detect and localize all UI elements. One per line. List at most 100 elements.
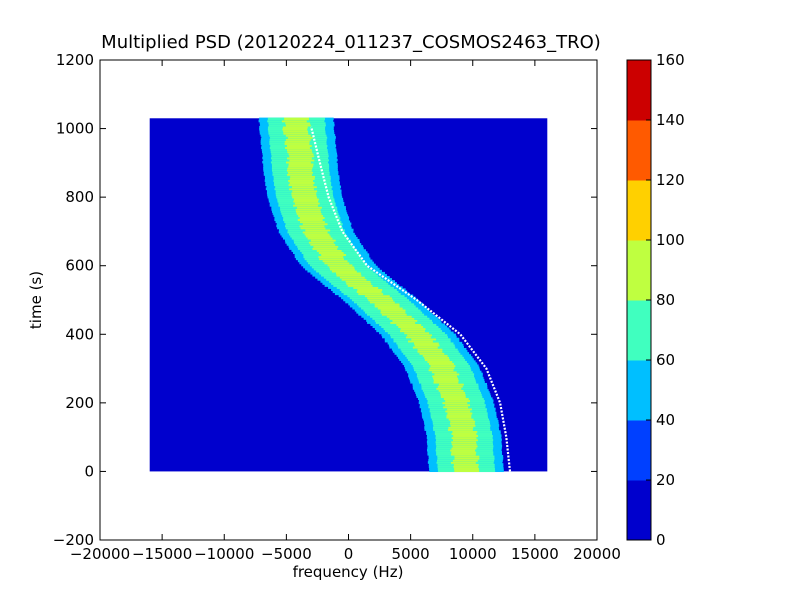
heatmap-band-cell [447, 428, 473, 431]
colorbar-segment [627, 420, 651, 481]
y-axis: −200 0 200 400 600 800 1000 1200 [53, 51, 597, 549]
heatmap-band-cell [449, 422, 475, 425]
x-tick-label: 15000 [511, 545, 559, 563]
heatmap-band-cell [445, 403, 471, 407]
heatmap-band-cell [284, 140, 310, 143]
heatmap-band-cell [308, 241, 334, 244]
heatmap-band-cell [381, 313, 407, 316]
heatmap-band-cell [438, 382, 464, 386]
heatmap-band-cell [296, 212, 322, 215]
heatmap-band-cell [299, 224, 325, 228]
colorbar-tick-label: 100 [656, 231, 685, 249]
heatmap-band-cell [287, 136, 313, 139]
heatmap-band-cell [300, 220, 325, 224]
heatmap-band-cell [452, 444, 478, 448]
heatmap-band-cell [335, 271, 361, 275]
heatmap-band-cell [452, 459, 478, 462]
chart-title: Multiplied PSD (20120224_011237_COSMOS24… [101, 32, 601, 53]
heatmap-band-cell [428, 368, 454, 372]
heatmap-band-cell [437, 385, 463, 388]
heatmap-band-cell [324, 261, 350, 265]
heatmap-band-cell [285, 134, 311, 137]
heatmap-band-cell [291, 191, 317, 195]
heatmap-band-cell [322, 259, 348, 263]
heatmap-band-cell [392, 319, 418, 322]
heatmap-layer [149, 117, 548, 473]
heatmap-band-cell [293, 199, 319, 203]
heatmap-band-cell [287, 166, 313, 170]
heatmap-band-cell [283, 132, 309, 135]
heatmap-band-cell [331, 269, 357, 273]
heatmap-band-cell [368, 298, 394, 302]
heatmap-band-cell [417, 350, 443, 353]
x-tick-label: −20000 [70, 545, 130, 563]
heatmap-band-cell [288, 183, 314, 187]
x-tick-label: −10000 [194, 545, 254, 563]
heatmap-band-cell [329, 265, 355, 269]
predicted-track-layer [310, 126, 512, 472]
heatmap-band-cell [445, 399, 470, 403]
heatmap-band-cell [451, 432, 477, 435]
heatmap-band-cell [353, 286, 379, 289]
heatmap-band-cell [440, 393, 466, 396]
y-tick-label: 0 [84, 462, 94, 480]
heatmap-band-cell [389, 317, 415, 320]
heatmap-band-cell [289, 187, 314, 191]
heatmap-band-cell [429, 366, 455, 370]
heatmap-band-cell [408, 339, 433, 343]
x-tick-label: −15000 [132, 545, 192, 563]
heatmap-band-cell [430, 364, 456, 368]
heatmap-band-cell [429, 362, 454, 366]
heatmap-band-cell [291, 185, 317, 189]
colorbar-tick-label: 40 [656, 411, 675, 429]
colorbar-tick-label: 20 [656, 471, 675, 489]
heatmap-band-cell [285, 160, 311, 164]
heatmap-band-cell [312, 247, 338, 250]
heatmap-band-cell [288, 162, 314, 166]
heatmap-band-cell [374, 302, 400, 306]
heatmap-band-cell [283, 129, 308, 133]
heatmap-band-cell [443, 405, 469, 409]
colorbar-segment [627, 360, 651, 421]
heatmap-band-cell [285, 121, 311, 125]
heatmap-band-cell [446, 415, 472, 419]
heatmap-band-cell [407, 333, 432, 337]
heatmap-band-cell [424, 356, 450, 359]
predicted-track-line [310, 126, 512, 472]
heatmap-band-cell [302, 230, 328, 234]
heatmap-band-cell [345, 280, 371, 283]
y-tick-label: 800 [65, 188, 94, 206]
heatmap-band-cell [440, 391, 466, 394]
heatmap-band-cell [405, 335, 431, 339]
heatmap-band-cell [446, 413, 472, 417]
y-tick-label: −200 [53, 531, 94, 549]
heatmap-band-cell [377, 306, 403, 310]
heatmap-band-cell [450, 452, 476, 456]
heatmap-band-cell [450, 448, 475, 452]
heatmap-band-cell [400, 327, 426, 331]
heatmap-band-cell [288, 171, 313, 174]
heatmap-band-cell [374, 304, 400, 308]
heatmap-band-cell [288, 164, 314, 168]
heatmap-band-cell [448, 426, 474, 429]
heatmap-band-cell [447, 411, 473, 415]
heatmap-band-cell [285, 123, 311, 127]
heatmap-band-cell [436, 387, 462, 390]
heatmap-band-cell [454, 469, 480, 473]
heatmap-band-cell [380, 310, 406, 314]
heatmap-band-cell [380, 308, 406, 312]
x-tick-label: 5000 [392, 545, 430, 563]
heatmap-band-cell [321, 253, 347, 257]
x-tick-label: 10000 [449, 545, 497, 563]
heatmap-band-cell [289, 181, 315, 185]
y-tick-label: 1000 [56, 120, 94, 138]
heatmap-band-cell [433, 380, 459, 384]
heatmap-band-cell [440, 395, 466, 398]
x-tick-label: −5000 [261, 545, 312, 563]
heatmap-band-cell [327, 263, 353, 267]
heatmap-band-cell [424, 358, 450, 361]
heatmap-band-cell [364, 294, 390, 298]
heatmap-band-cell [293, 204, 318, 207]
heatmap-band-cell [367, 296, 392, 300]
heatmap-band-cell [286, 169, 312, 172]
